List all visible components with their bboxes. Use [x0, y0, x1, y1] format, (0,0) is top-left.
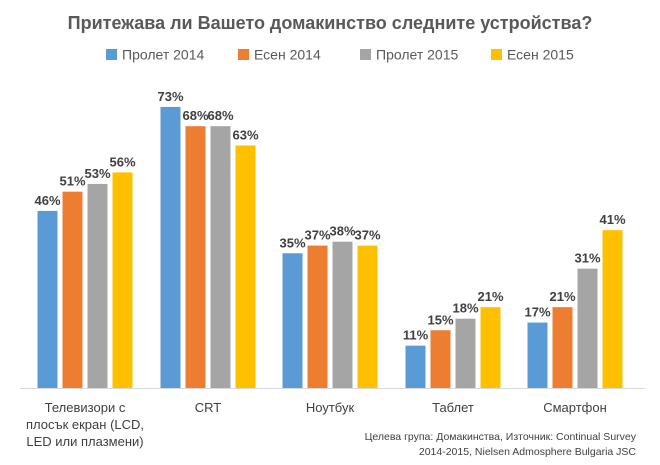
data-label-5-3: 31% — [574, 251, 600, 266]
data-label-4-2: 15% — [427, 312, 453, 327]
category-label-1-line-3: LED или плазмени) — [26, 434, 143, 449]
data-label-2-2: 68% — [182, 108, 208, 123]
category-label-3-line-1: Ноутбук — [306, 400, 355, 415]
data-label-5-4: 41% — [599, 212, 625, 227]
chart-title: Притежава ли Вашето домакинство следните… — [68, 13, 593, 33]
bar-3-3 — [332, 241, 353, 388]
data-label-3-1: 35% — [279, 235, 305, 250]
data-label-4-3: 18% — [452, 301, 478, 316]
category-label-1-line-2: плосък екран (LCD, — [26, 417, 144, 432]
bar-1-1 — [37, 210, 58, 388]
legend-swatch-1 — [106, 49, 117, 60]
legend-label-2: Есен 2014 — [254, 47, 321, 63]
bar-4-4 — [480, 307, 501, 388]
legend-label-4: Есен 2015 — [507, 47, 574, 63]
data-label-2-4: 63% — [232, 127, 258, 142]
data-label-2-1: 73% — [157, 89, 183, 104]
data-label-1-2: 51% — [59, 174, 85, 189]
bar-2-1 — [160, 106, 181, 388]
bar-3-4 — [357, 245, 378, 388]
bars-group — [37, 106, 623, 388]
data-label-2-3: 68% — [207, 108, 233, 123]
category-label-5-line-1: Смартфон — [543, 400, 607, 415]
bar-4-3 — [455, 318, 476, 388]
data-label-3-3: 38% — [329, 224, 355, 239]
category-labels-group: Телевизори с плосък екран (LCD, LED или пл… — [26, 400, 607, 449]
data-label-5-1: 17% — [524, 305, 550, 320]
bar-4-2 — [430, 330, 451, 388]
data-labels-group: 46%51%53%56%73%68%68%63%35%37%38%37%11%1… — [34, 89, 625, 343]
data-label-1-1: 46% — [34, 193, 60, 208]
data-label-1-3: 53% — [84, 166, 110, 181]
legend-label-3: Пролет 2015 — [376, 47, 458, 63]
source-line-2: 2014-2015, Nielsen Admosphere Bulgaria J… — [419, 446, 637, 458]
data-label-5-2: 21% — [549, 289, 575, 304]
bar-5-1 — [527, 322, 548, 388]
bar-2-4 — [235, 145, 256, 388]
bar-2-2 — [185, 126, 206, 388]
data-label-3-4: 37% — [354, 228, 380, 243]
data-label-1-4: 56% — [109, 154, 135, 169]
bar-1-4 — [112, 172, 133, 388]
source-line-1: Целева група: Домакинства, Източник: Con… — [365, 431, 637, 443]
bar-3-2 — [307, 245, 328, 388]
bar-5-4 — [602, 230, 623, 388]
bar-2-3 — [210, 126, 231, 388]
data-label-3-2: 37% — [304, 228, 330, 243]
data-label-4-1: 11% — [403, 328, 429, 343]
bar-1-3 — [87, 183, 108, 388]
category-label-4-line-1: Таблет — [432, 400, 474, 415]
bar-5-2 — [552, 307, 573, 388]
bar-5-3 — [577, 268, 598, 388]
legend-swatch-3 — [360, 49, 371, 60]
data-label-4-4: 21% — [477, 289, 503, 304]
bar-1-2 — [62, 191, 83, 388]
legend: Пролет 2014 Есен 2014 Пролет 2015 Есен 2015 — [106, 47, 574, 63]
category-label-1-line-1: Телевизори с — [45, 400, 126, 415]
legend-label-1: Пролет 2014 — [122, 47, 204, 63]
legend-swatch-4 — [491, 49, 502, 60]
legend-swatch-2 — [238, 49, 249, 60]
category-label-2-line-1: CRT — [195, 400, 222, 415]
bar-4-1 — [405, 345, 426, 388]
bar-3-1 — [282, 253, 303, 388]
